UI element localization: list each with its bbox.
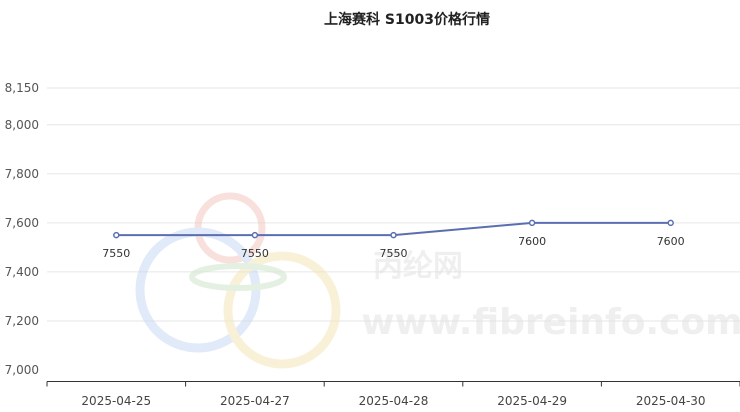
data-point [390, 231, 397, 239]
watermark-site-name: 丙纶网 [373, 249, 463, 284]
x-tick-label: 2025-04-27 [220, 394, 290, 408]
y-tick-label: 7,200 [5, 314, 39, 328]
data-point [251, 231, 259, 239]
x-tick-label: 2025-04-28 [359, 394, 429, 408]
data-point [667, 219, 674, 227]
x-tick-label: 2025-04-29 [497, 394, 567, 408]
y-tick-label: 8,150 [5, 81, 39, 95]
data-point [528, 219, 536, 227]
y-tick-label: 8,000 [5, 118, 39, 132]
grid-lines [47, 87, 740, 322]
data-point [113, 231, 120, 239]
watermark-ring-yellow [223, 251, 341, 369]
watermark-logo: 丙纶网 www.fibreinfo.com [135, 192, 740, 369]
y-tick-label: 7,600 [5, 216, 39, 230]
series-layer [113, 219, 674, 239]
y-tick-label: 7,400 [5, 265, 39, 279]
y-tick-label: 7,000 [5, 363, 39, 377]
data-label: 7550 [102, 247, 130, 260]
data-label: 7600 [518, 235, 546, 248]
watermark-ring-green [189, 263, 287, 291]
data-labels: 7550 7550 7550 7600 7600 [102, 235, 684, 260]
watermark-url: www.fibreinfo.com [361, 302, 740, 343]
x-tick-label: 2025-04-30 [636, 394, 706, 408]
data-label: 7600 [657, 235, 685, 248]
x-tick-label: 2025-04-25 [81, 394, 151, 408]
chart-title: 上海赛科 S1003价格行情 [324, 11, 490, 28]
data-label: 7550 [241, 247, 269, 260]
axes: 7,000 7,200 7,400 7,600 7,800 8,000 8,150 2025-… [5, 81, 740, 408]
data-label: 7550 [380, 247, 408, 260]
y-tick-label: 7,800 [5, 167, 39, 181]
